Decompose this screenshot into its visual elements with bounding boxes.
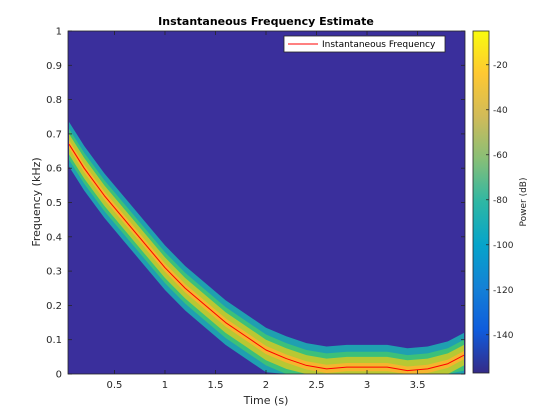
colorbar: -20 -40 -60 -80 -100 -120 -140 Power (dB) [472, 30, 529, 374]
x-axis-label: Time (s) [243, 394, 289, 407]
plot-background [68, 31, 465, 374]
colorbar-tick-label: -20 [493, 61, 508, 71]
y-axis: 0 0.1 0.2 0.3 0.4 0.5 0.6 0.7 0.8 0.9 1 [46, 27, 465, 381]
y-tick-label: 1 [56, 27, 62, 38]
colorbar-tick-label: -40 [493, 106, 508, 116]
colorbar-tick-label: -120 [493, 286, 514, 296]
colorbar-tick-label: -60 [493, 151, 508, 161]
y-tick-label: 0.6 [46, 164, 62, 175]
x-tick-label: 2.5 [309, 380, 325, 391]
y-tick-label: 0.4 [46, 232, 62, 243]
x-tick-label: 3 [364, 380, 370, 391]
colorbar-label: Power (dB) [519, 178, 529, 227]
x-tick-label: 2 [263, 380, 269, 391]
x-tick-label: 1.5 [208, 380, 224, 391]
y-tick-label: 0.1 [46, 335, 62, 346]
instantaneous-frequency-line [68, 143, 465, 372]
y-tick-label: 0.8 [46, 95, 62, 106]
colorbar-ticks: -20 -40 -60 -80 -100 -120 -140 [486, 61, 514, 341]
power-band-layer [69, 133, 464, 374]
legend: Instantaneous Frequency [283, 35, 446, 53]
y-axis-label: Frequency (kHz) [30, 157, 43, 246]
plot-area [67, 30, 466, 375]
chart-title: Instantaneous Frequency Estimate [158, 15, 374, 28]
y-tick-label: 0.2 [46, 301, 62, 312]
colorbar-tick-label: -80 [493, 196, 508, 206]
x-tick-label: 1 [162, 380, 168, 391]
y-tick-label: 0.5 [46, 198, 62, 209]
x-tick-label: 0.5 [107, 380, 123, 391]
x-tick-label: 3.5 [410, 380, 426, 391]
x-axis: 0.5 1 1.5 2 2.5 3 3.5 [107, 31, 426, 391]
legend-label: Instantaneous Frequency [322, 40, 436, 50]
y-tick-label: 0 [56, 370, 62, 381]
colorbar-tick-label: -140 [493, 331, 514, 341]
y-tick-label: 0.7 [46, 129, 62, 140]
legend-box [283, 35, 446, 53]
y-tick-label: 0.3 [46, 267, 62, 278]
colorbar-gradient [472, 30, 490, 374]
colorbar-tick-label: -100 [493, 241, 514, 251]
y-tick-label: 0.9 [46, 61, 62, 72]
